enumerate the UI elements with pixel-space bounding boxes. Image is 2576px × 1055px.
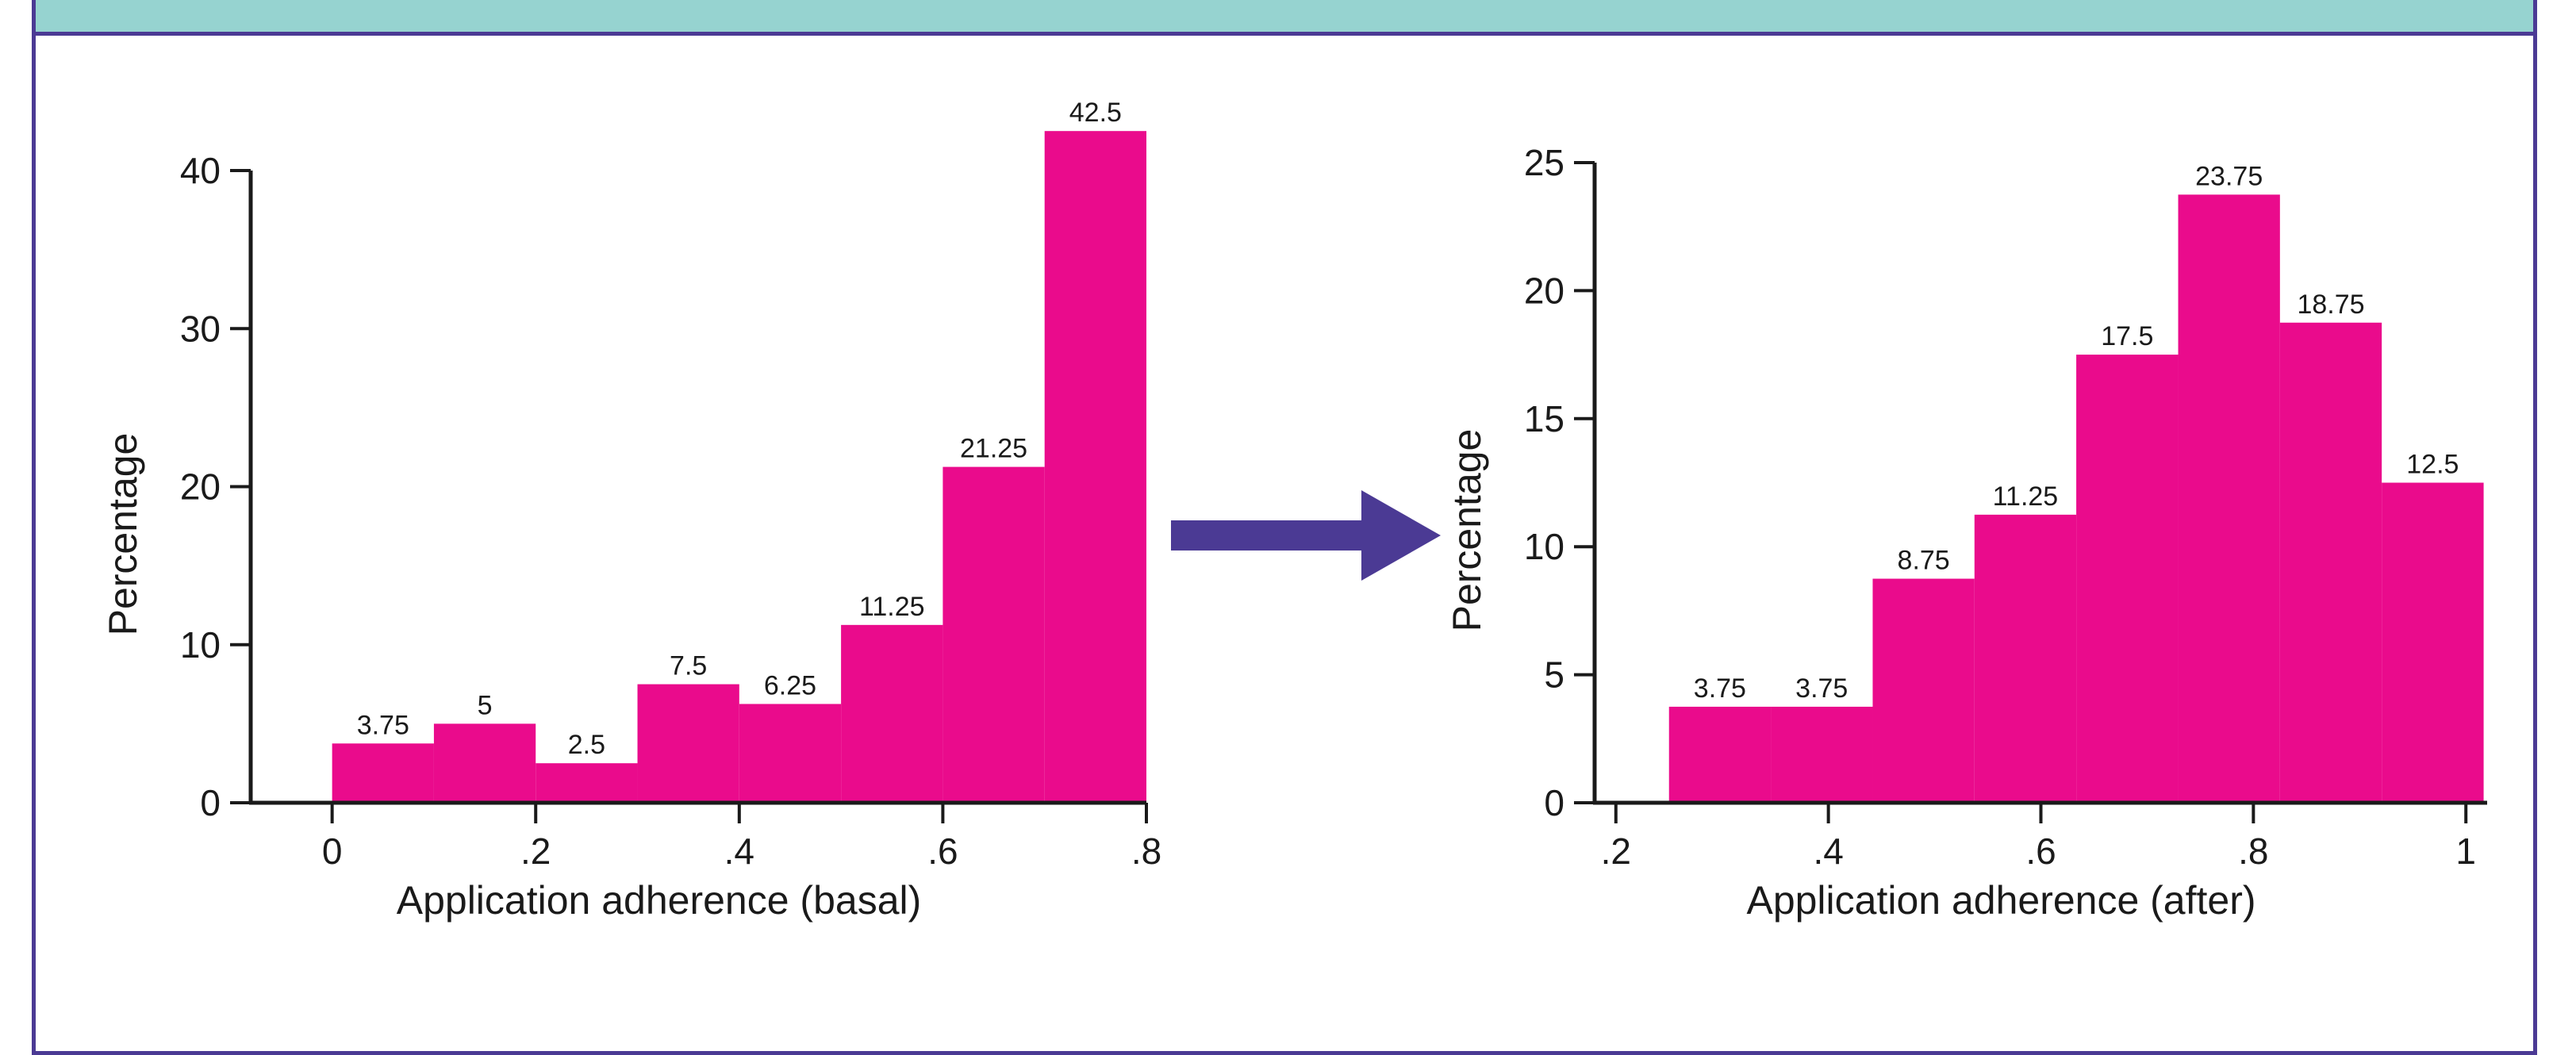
chart-basal: 3.75 5 2.5 7.5 6.25 11.25 21.25 42.5 0 10 20 30 40 0.…: [101, 98, 1161, 923]
histogram-bar: [942, 466, 1045, 803]
histogram-bar: [841, 624, 943, 803]
bar-value-label: 42.5: [1069, 98, 1122, 128]
x-axis-title: Application adherence (basal): [397, 878, 922, 923]
histogram-bar: [637, 684, 739, 803]
y-tick-label: 30: [180, 308, 221, 349]
y-tick-label: 15: [1524, 398, 1564, 439]
y-tick-label: 0: [1544, 782, 1564, 823]
figure-canvas: 3.7552.57.56.2511.2521.2542.50102030400.…: [101, 98, 2487, 923]
x-axis-title: Application adherence (after): [1746, 878, 2255, 923]
bar-value-label: 18.75: [2297, 290, 2364, 320]
bar-value-label: 3.75: [1795, 673, 1848, 704]
bar-value-label: 12.5: [2406, 450, 2459, 480]
bar-value-label: 6.25: [764, 670, 816, 700]
bar-value-label: 11.25: [1993, 481, 2059, 512]
histogram-bar: [1771, 706, 1873, 803]
histogram-bar: [2178, 194, 2280, 804]
histogram-bar: [2382, 482, 2484, 803]
histogram-bar: [536, 763, 638, 803]
bar-value-label: 8.75: [1898, 546, 1950, 576]
y-tick-label: 10: [1524, 526, 1564, 567]
x-tick-label: .4: [1813, 831, 1843, 872]
histogram-bar: [739, 704, 842, 803]
y-tick-label: 25: [1524, 142, 1564, 183]
histogram-bar: [433, 723, 536, 803]
histogram-bar: [2279, 322, 2382, 803]
x-tick-label: .8: [2238, 831, 2268, 872]
bar-value-label: 7.5: [670, 651, 707, 681]
bar-value-label: 3.75: [357, 710, 409, 740]
histogram-bar: [2076, 355, 2179, 804]
bar-value-label: 3.75: [1694, 673, 1746, 704]
y-tick-label: 20: [180, 466, 221, 508]
x-tick-label: 0: [322, 831, 343, 872]
histogram-bar: [1872, 578, 1975, 803]
bar-value-label: 23.75: [2195, 161, 2263, 191]
right-arrow-icon: [1171, 490, 1441, 581]
y-tick-label: 20: [1524, 270, 1564, 311]
y-axis-title: Percentage: [101, 433, 145, 636]
y-tick-label: 0: [200, 782, 221, 823]
x-tick-label: 1: [2455, 831, 2476, 872]
histogram-bar: [1668, 706, 1772, 803]
bar-value-label: 5: [478, 690, 493, 720]
chart-after: 3.75 3.75 8.75 11.25 17.5 23.75 18.75 12.5 0 5 10 1…: [1445, 142, 2487, 923]
histogram-bar: [1974, 514, 2077, 803]
y-axis-title: Percentage: [1445, 429, 1489, 632]
x-tick-label: .2: [1601, 831, 1631, 872]
bar-value-label: 21.25: [960, 434, 1027, 464]
x-tick-label: .2: [520, 831, 551, 872]
header-band: [36, 0, 2533, 36]
y-tick-label: 40: [180, 150, 221, 191]
histogram-bar: [1044, 131, 1146, 803]
y-tick-label: 5: [1544, 654, 1564, 696]
x-tick-label: .6: [2025, 831, 2056, 872]
histogram-bar: [332, 743, 434, 803]
bar-value-label: 11.25: [859, 592, 925, 622]
x-tick-label: .8: [1131, 831, 1161, 872]
bar-value-label: 2.5: [568, 730, 605, 760]
x-tick-label: .4: [724, 831, 754, 872]
x-tick-label: .6: [927, 831, 958, 872]
y-tick-label: 10: [180, 624, 221, 666]
bar-value-label: 17.5: [2101, 321, 2153, 351]
